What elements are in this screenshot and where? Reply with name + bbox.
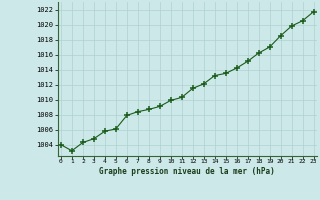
- X-axis label: Graphe pression niveau de la mer (hPa): Graphe pression niveau de la mer (hPa): [99, 167, 275, 176]
